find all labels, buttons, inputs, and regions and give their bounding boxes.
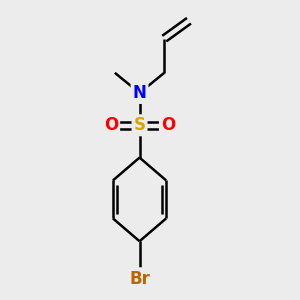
Text: Br: Br — [129, 270, 150, 288]
Text: N: N — [133, 84, 146, 102]
Text: O: O — [104, 116, 118, 134]
Text: S: S — [134, 116, 146, 134]
Text: O: O — [161, 116, 175, 134]
